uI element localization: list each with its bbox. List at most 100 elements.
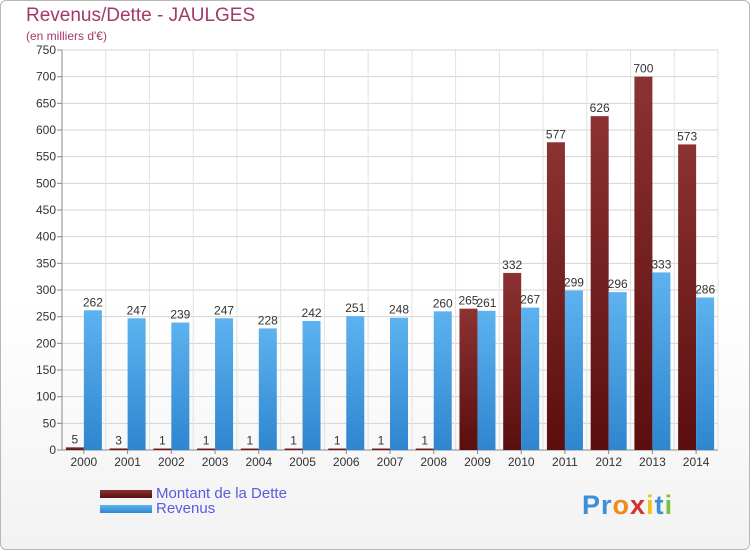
bar-revenus bbox=[390, 317, 408, 450]
x-tick-label: 2013 bbox=[639, 455, 666, 469]
x-tick-label: 2007 bbox=[377, 455, 404, 469]
legend-item-revenus: Revenus bbox=[100, 501, 287, 516]
legend-label-debt: Montant de la Dette bbox=[156, 485, 287, 502]
bar-debt bbox=[240, 448, 259, 450]
data-label-revenus: 267 bbox=[520, 293, 540, 307]
y-tick-label: 650 bbox=[36, 96, 56, 110]
y-tick-label: 600 bbox=[36, 123, 56, 137]
data-label-debt: 1 bbox=[421, 434, 428, 448]
x-tick-label: 2008 bbox=[420, 455, 447, 469]
legend-swatch-revenus bbox=[100, 505, 152, 513]
data-label-debt: 573 bbox=[677, 129, 697, 143]
x-tick-label: 2006 bbox=[333, 455, 360, 469]
data-label-revenus: 247 bbox=[127, 303, 147, 317]
data-label-debt: 1 bbox=[290, 434, 297, 448]
bar-debt bbox=[678, 144, 697, 450]
bar-revenus bbox=[346, 316, 365, 450]
bar-debt bbox=[328, 448, 347, 450]
data-label-debt: 1 bbox=[203, 434, 210, 448]
data-label-revenus: 286 bbox=[695, 282, 715, 296]
data-label-revenus: 247 bbox=[214, 303, 234, 317]
y-tick-label: 450 bbox=[36, 203, 56, 217]
x-tick-label: 2003 bbox=[202, 455, 229, 469]
legend-item-debt: Montant de la Dette bbox=[100, 486, 287, 501]
y-tick-label: 250 bbox=[36, 310, 56, 324]
legend: Montant de la Dette Revenus bbox=[100, 486, 287, 516]
data-label-revenus: 260 bbox=[433, 296, 453, 310]
bar-debt bbox=[503, 272, 522, 450]
axes: 0 50 100 150 200 250 300 350 400 450 500 550 600 650 7… bbox=[36, 43, 718, 469]
x-tick-label: 2005 bbox=[289, 455, 316, 469]
y-tick-label: 700 bbox=[36, 70, 56, 84]
logo-letter: i bbox=[664, 490, 674, 520]
y-tick-label: 350 bbox=[36, 256, 56, 270]
x-tick-label: 2014 bbox=[683, 455, 710, 469]
bar-revenus bbox=[258, 328, 277, 450]
logo-letter: t bbox=[654, 490, 665, 520]
data-label-debt: 3 bbox=[115, 433, 122, 447]
bar-revenus bbox=[127, 318, 146, 450]
data-label-revenus: 242 bbox=[302, 306, 322, 320]
bar-debt bbox=[415, 448, 434, 450]
bar-revenus bbox=[696, 297, 715, 450]
data-label-debt: 5 bbox=[72, 432, 79, 446]
x-tick-label: 2000 bbox=[71, 455, 98, 469]
y-tick-label: 150 bbox=[36, 363, 56, 377]
data-label-debt: 700 bbox=[633, 62, 653, 76]
x-tick-label: 2002 bbox=[158, 455, 185, 469]
data-label-revenus: 262 bbox=[83, 295, 103, 309]
y-tick-label: 200 bbox=[36, 336, 56, 350]
data-label-debt: 1 bbox=[159, 434, 166, 448]
x-tick-label: 2012 bbox=[595, 455, 622, 469]
data-label-debt: 1 bbox=[246, 434, 253, 448]
bar-revenus bbox=[652, 272, 671, 450]
data-label-debt: 265 bbox=[458, 294, 478, 308]
data-label-revenus: 333 bbox=[651, 257, 671, 271]
bar-revenus bbox=[215, 318, 234, 450]
bar-revenus bbox=[83, 310, 102, 450]
bars bbox=[65, 76, 715, 451]
bar-revenus bbox=[608, 292, 627, 450]
data-label-debt: 332 bbox=[502, 258, 522, 272]
x-tick-label: 2011 bbox=[552, 455, 578, 469]
y-tick-label: 500 bbox=[36, 176, 56, 190]
data-label-revenus: 251 bbox=[345, 301, 365, 315]
x-tick-label: 2004 bbox=[245, 455, 272, 469]
bar-revenus bbox=[171, 322, 190, 450]
data-label-debt: 577 bbox=[546, 127, 566, 141]
bar-revenus bbox=[477, 310, 496, 450]
data-label-revenus: 299 bbox=[564, 276, 584, 290]
y-tick-label: 550 bbox=[36, 150, 56, 164]
x-tick-label: 2009 bbox=[464, 455, 491, 469]
y-tick-label: 0 bbox=[49, 443, 56, 457]
x-tick-label: 2010 bbox=[508, 455, 535, 469]
bar-debt bbox=[372, 448, 390, 450]
chart-subtitle: (en milliers d'€) bbox=[26, 29, 107, 43]
bar-debt bbox=[590, 116, 609, 450]
bar-debt bbox=[65, 447, 84, 450]
logo-letter: x bbox=[630, 490, 647, 520]
data-label-revenus: 239 bbox=[170, 308, 190, 322]
data-label-revenus: 228 bbox=[258, 313, 278, 327]
data-label-revenus: 248 bbox=[389, 303, 409, 317]
bar-debt bbox=[153, 448, 172, 450]
y-tick-label: 300 bbox=[36, 283, 56, 297]
logo-letter: o bbox=[612, 490, 631, 520]
bar-debt bbox=[634, 76, 653, 451]
chart-title: Revenus/Dette - JAULGES bbox=[26, 5, 256, 26]
y-tick-label: 400 bbox=[36, 230, 56, 244]
bar-revenus bbox=[564, 290, 583, 450]
y-tick-label: 50 bbox=[43, 416, 57, 430]
proxiti-logo: Proxiti bbox=[582, 490, 673, 521]
logo-letter: r bbox=[601, 490, 613, 520]
data-label-revenus: 296 bbox=[608, 277, 628, 291]
bar-debt bbox=[284, 448, 303, 450]
data-label-debt: 626 bbox=[590, 101, 610, 115]
bar-debt bbox=[459, 308, 478, 450]
bar-revenus bbox=[521, 307, 540, 450]
logo-letter: P bbox=[582, 490, 602, 520]
legend-swatch-debt bbox=[100, 490, 152, 498]
data-label-debt: 1 bbox=[378, 434, 385, 448]
